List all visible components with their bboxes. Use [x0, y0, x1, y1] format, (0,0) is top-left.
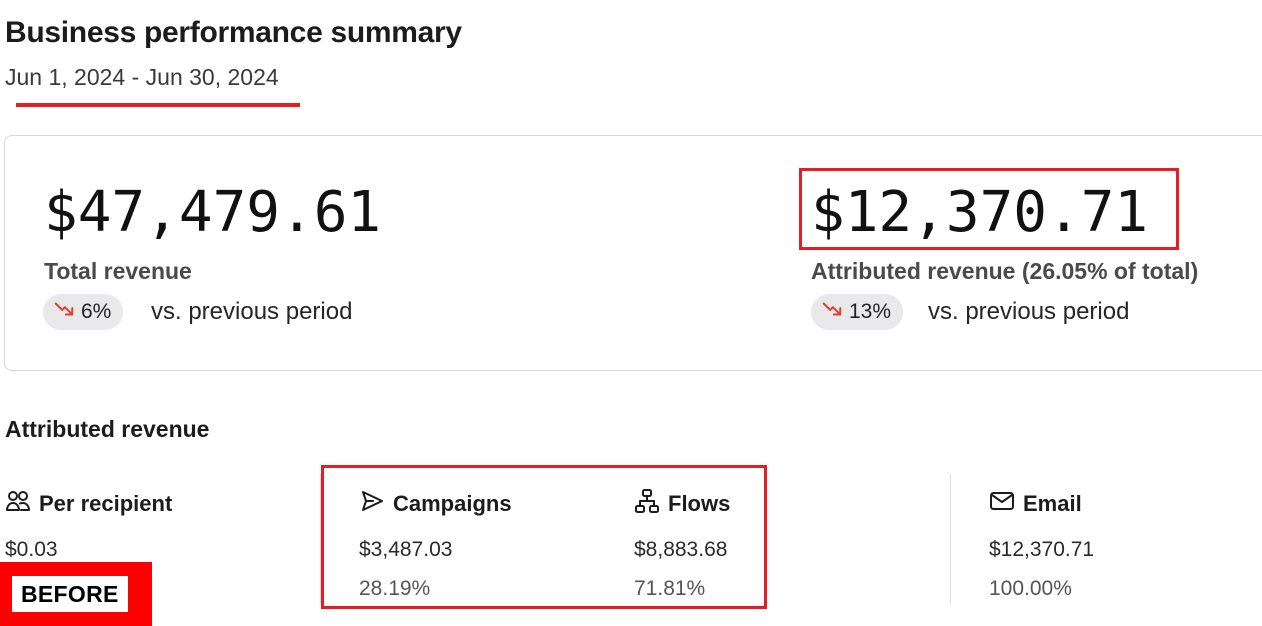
attributed-revenue-comparison: vs. previous period	[928, 298, 1130, 325]
email-label: Email	[1023, 491, 1082, 516]
section-title: Attributed revenue	[5, 416, 210, 442]
trend-down-icon	[821, 298, 843, 326]
send-icon	[359, 488, 385, 520]
campaigns-value: $3,487.03	[359, 538, 453, 561]
page-title: Business performance summary	[5, 16, 462, 49]
trend-down-icon	[53, 298, 75, 326]
summary-card	[4, 135, 1262, 371]
people-icon	[5, 488, 31, 520]
campaigns-header[interactable]: Campaigns	[359, 488, 512, 520]
email-header[interactable]: Email	[989, 488, 1082, 520]
attributed-revenue-value: $12,370.71	[811, 180, 1149, 245]
total-revenue-change: 6%	[81, 300, 112, 323]
per-recipient-header: Per recipient	[5, 488, 172, 520]
flows-label: Flows	[668, 491, 731, 516]
total-revenue-trend-badge: 6%	[43, 294, 124, 330]
total-revenue-value: $47,479.61	[44, 180, 382, 245]
total-revenue-label: Total revenue	[44, 258, 192, 284]
per-recipient-label: Per recipient	[39, 491, 173, 516]
campaigns-percent: 28.19%	[359, 577, 431, 600]
column-divider	[320, 474, 321, 604]
annotation-box-channels	[321, 465, 767, 609]
flows-value: $8,883.68	[634, 538, 728, 561]
before-tag-label: BEFORE	[12, 576, 128, 612]
attributed-revenue-label: Attributed revenue (26.05% of total)	[811, 258, 1199, 284]
flows-header[interactable]: Flows	[634, 488, 730, 520]
attributed-revenue-change: 13%	[849, 300, 892, 323]
column-divider	[950, 474, 951, 604]
flow-icon	[634, 488, 660, 520]
annotation-box-value	[799, 168, 1179, 250]
total-revenue-comparison: vs. previous period	[151, 298, 353, 325]
email-percent: 100.00%	[989, 577, 1072, 600]
date-range[interactable]: Jun 1, 2024 - Jun 30, 2024	[5, 64, 279, 90]
per-recipient-value: $0.03	[5, 538, 58, 561]
attributed-revenue-trend-badge: 13%	[811, 294, 904, 330]
before-tag: BEFORE	[0, 562, 152, 626]
campaigns-label: Campaigns	[393, 491, 512, 516]
mail-icon	[989, 488, 1015, 520]
flows-percent: 71.81%	[634, 577, 706, 600]
annotation-underline	[16, 103, 300, 107]
email-value: $12,370.71	[989, 538, 1095, 561]
